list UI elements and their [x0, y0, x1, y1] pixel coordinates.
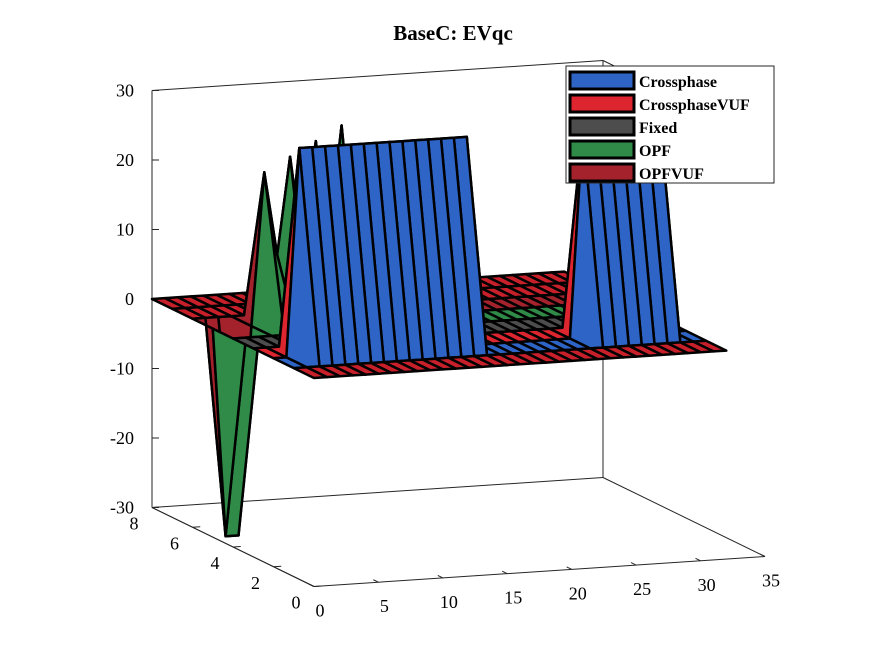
legend-label: Crossphase	[639, 74, 717, 91]
y-tick-mark	[192, 526, 201, 528]
x-tick-label: 30	[698, 575, 716, 595]
surface	[150, 122, 728, 538]
x-tick-label: 35	[762, 571, 780, 591]
x-tick-mark	[695, 557, 701, 562]
x-tick-mark	[437, 575, 444, 579]
z-tick-label: 20	[116, 150, 134, 170]
x-tick-label: 20	[569, 583, 587, 603]
y-tick-mark	[273, 565, 282, 568]
x-tick-label: 0	[316, 601, 325, 621]
legend: Crossphase CrossphaseVUF Fixed OPF OPFVUF	[565, 65, 775, 184]
y-tick-label: 0	[292, 593, 301, 613]
x-tick-label: 5	[380, 596, 389, 616]
chart-title: BaseC: EVqc	[393, 21, 513, 45]
y-tick-label: 4	[211, 553, 220, 573]
x-tick-mark	[566, 566, 572, 570]
legend-label: OPF	[639, 143, 671, 160]
x-axis-line	[313, 556, 766, 587]
y-tick-label: 6	[170, 533, 179, 553]
axes: 0 5 10 15 20 25 30 35 0 2 4 6 8 30 20 10 0 -10 -20 -30	[110, 81, 780, 621]
x-tick-mark	[759, 553, 766, 557]
legend-swatch	[568, 139, 636, 160]
z-tick-label: 10	[116, 220, 134, 240]
y-tick-label: 2	[251, 573, 260, 593]
legend-label: OPFVUF	[639, 166, 704, 183]
y-tick-label: 8	[130, 514, 139, 534]
x-tick-mark	[373, 579, 379, 583]
z-tick-label: -10	[110, 359, 134, 379]
y-tick-mark	[232, 545, 241, 548]
x-tick-label: 15	[504, 588, 522, 608]
x-tick-mark	[630, 562, 637, 566]
surface-patch	[292, 366, 329, 380]
x-tick-label: 25	[633, 579, 651, 599]
x-tick-label: 10	[440, 592, 458, 612]
z-tick-label: 30	[116, 81, 134, 101]
x-tick-mark	[308, 583, 315, 587]
x-tick-mark	[502, 570, 508, 575]
axes-box-line	[151, 60, 604, 91]
legend-swatch	[568, 116, 636, 137]
y-tick-mark	[313, 585, 322, 587]
z-tick-label: -30	[110, 498, 134, 518]
legend-label: CrossphaseVUF	[639, 97, 750, 114]
z-tick-label: 0	[125, 289, 134, 309]
legend-swatch	[568, 93, 636, 114]
z-tick-label: -20	[110, 428, 134, 448]
legend-label: Fixed	[639, 120, 677, 137]
axes-box-line	[602, 477, 766, 557]
legend-swatch	[568, 162, 636, 183]
legend-swatch	[568, 70, 636, 91]
